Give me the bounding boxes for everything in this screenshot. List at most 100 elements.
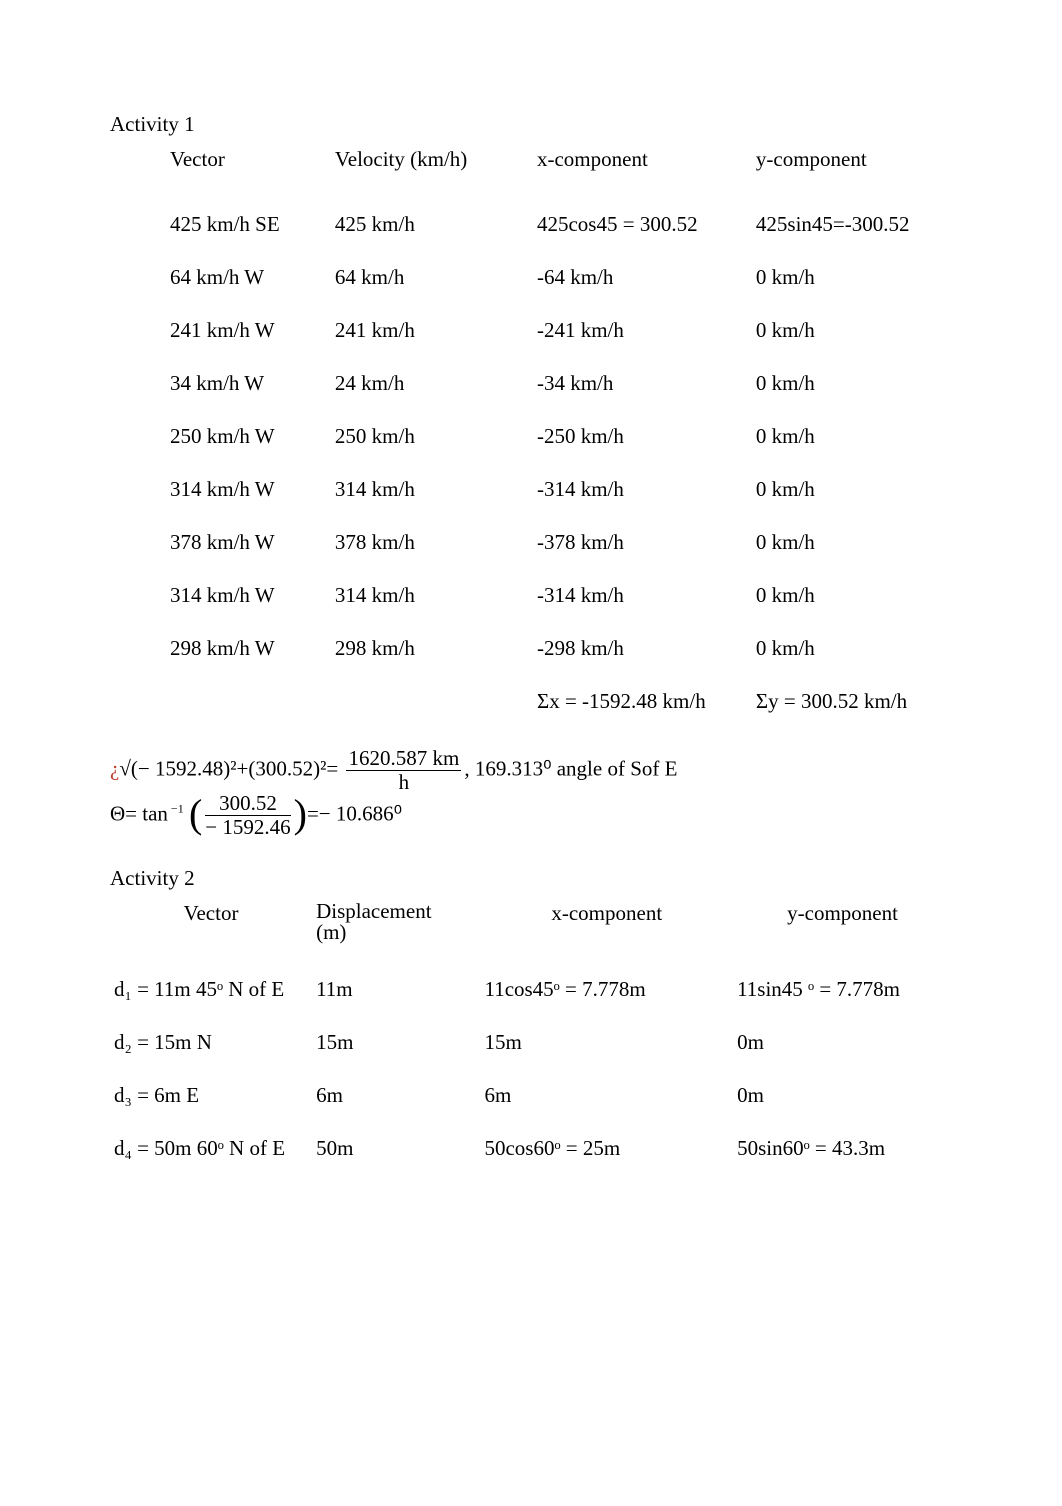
- activity1-table: Vector Velocity (km/h) x-component y-com…: [110, 147, 952, 728]
- table-row: 425 km/h SE425 km/h425cos45 = 300.52425s…: [110, 198, 952, 251]
- table-row: 314 km/h W314 km/h-314 km/h0 km/h: [110, 463, 952, 516]
- cell-ycomp: 0 km/h: [750, 304, 952, 357]
- eq2-fraction-den: − 1592.46: [205, 816, 290, 838]
- cell-vector: 314 km/h W: [110, 463, 329, 516]
- table-row: 314 km/h W314 km/h-314 km/h0 km/h: [110, 569, 952, 622]
- cell-vector: d₄ = 50m 60ᵒ N of E: [110, 1122, 312, 1175]
- table-row: d₃ = 6m E6m6m0m: [110, 1069, 952, 1122]
- cell-ycomp: 0m: [733, 1016, 952, 1069]
- cell-ycomp: 425sin45=-300.52: [750, 198, 952, 251]
- cell-displacement: 15m: [312, 1016, 480, 1069]
- activity1-sum-y: Σy = 300.52 km/h: [750, 675, 952, 728]
- cell-xcomp: -298 km/h: [531, 622, 750, 675]
- activity2-head-xcomp: x-component: [480, 901, 733, 963]
- activity1-eq-theta: Θ= tan −1 ( 300.52 − 1592.46 )=− 10.686⁰: [110, 793, 952, 838]
- cell-vector: 241 km/h W: [110, 304, 329, 357]
- cell-xcomp: 6m: [480, 1069, 733, 1122]
- eq1-radicand: (− 1592.48)²+(300.52)²=: [131, 756, 344, 780]
- cell-velocity: 314 km/h: [329, 569, 531, 622]
- cell-vector: 64 km/h W: [110, 251, 329, 304]
- eq2-fraction: 300.52 − 1592.46: [202, 793, 293, 838]
- table-row: 241 km/h W241 km/h-241 km/h0 km/h: [110, 304, 952, 357]
- activity1-head-ycomp: y-component: [750, 147, 952, 198]
- cell-velocity: 241 km/h: [329, 304, 531, 357]
- cell-xcomp: -314 km/h: [531, 569, 750, 622]
- cell-ycomp: 0 km/h: [750, 569, 952, 622]
- cell-ycomp: 0 km/h: [750, 251, 952, 304]
- cell-velocity: 378 km/h: [329, 516, 531, 569]
- cell-xcomp: -314 km/h: [531, 463, 750, 516]
- cell-ycomp: 0 km/h: [750, 622, 952, 675]
- table-row: d₁ = 11m 45ᵒ N of E11m11cos45ᵒ = 7.778m1…: [110, 963, 952, 1016]
- activity1-equations: ¿√(− 1592.48)²+(300.52)²= 1620.587 km h …: [110, 748, 952, 838]
- activity1-header-row: Vector Velocity (km/h) x-component y-com…: [110, 147, 952, 198]
- cell-velocity: 425 km/h: [329, 198, 531, 251]
- cell-velocity: 64 km/h: [329, 251, 531, 304]
- activity2-header-row: Vector Displacement (m) x-component y-co…: [110, 901, 952, 963]
- cell-vector: 425 km/h SE: [110, 198, 329, 251]
- document-page: Activity 1 Vector Velocity (km/h) x-comp…: [0, 0, 1062, 1506]
- table-row: 34 km/h W24 km/h-34 km/h0 km/h: [110, 357, 952, 410]
- cell-vector: d₂ = 15m N: [110, 1016, 312, 1069]
- cell-xcomp: 50cos60ᵒ = 25m: [480, 1122, 733, 1175]
- cell-velocity: 314 km/h: [329, 463, 531, 516]
- cell-ycomp: 0 km/h: [750, 357, 952, 410]
- cell-vector: d₃ = 6m E: [110, 1069, 312, 1122]
- table-row: 378 km/h W378 km/h-378 km/h0 km/h: [110, 516, 952, 569]
- activity2-head-vector: Vector: [110, 901, 312, 963]
- activity1-title: Activity 1: [110, 112, 952, 137]
- eq2-paren-close: ): [294, 791, 307, 836]
- cell-vector: 298 km/h W: [110, 622, 329, 675]
- cell-vector: 34 km/h W: [110, 357, 329, 410]
- cell-xcomp: -250 km/h: [531, 410, 750, 463]
- table-row: 250 km/h W250 km/h-250 km/h0 km/h: [110, 410, 952, 463]
- eq1-prefix: ¿: [110, 756, 119, 780]
- cell-vector: d₁ = 11m 45ᵒ N of E: [110, 963, 312, 1016]
- cell-xcomp: -378 km/h: [531, 516, 750, 569]
- eq2-fraction-num: 300.52: [205, 793, 290, 816]
- cell-velocity: 298 km/h: [329, 622, 531, 675]
- activity1-sum-x: Σx = -1592.48 km/h: [531, 675, 750, 728]
- activity2-head-ycomp: y-component: [733, 901, 952, 963]
- cell-xcomp: -34 km/h: [531, 357, 750, 410]
- activity2-title: Activity 2: [110, 866, 952, 891]
- eq1-fraction-num: 1620.587 km: [346, 748, 461, 771]
- cell-vector: 250 km/h W: [110, 410, 329, 463]
- activity1-sum-row: Σx = -1592.48 km/h Σy = 300.52 km/h: [110, 675, 952, 728]
- table-row: d₂ = 15m N15m15m0m: [110, 1016, 952, 1069]
- activity1-head-velocity: Velocity (km/h): [329, 147, 531, 198]
- table-row: d₄ = 50m 60ᵒ N of E50m50cos60ᵒ = 25m50si…: [110, 1122, 952, 1175]
- activity1-head-xcomp: x-component: [531, 147, 750, 198]
- activity1-eq-magnitude: ¿√(− 1592.48)²+(300.52)²= 1620.587 km h …: [110, 748, 952, 793]
- activity2-table: Vector Displacement (m) x-component y-co…: [110, 901, 952, 1175]
- eq2-paren-open: (: [189, 791, 202, 836]
- cell-xcomp: -64 km/h: [531, 251, 750, 304]
- cell-ycomp: 0 km/h: [750, 410, 952, 463]
- activity1-head-vector: Vector: [110, 147, 329, 198]
- eq2-sup: −1: [168, 801, 184, 815]
- cell-displacement: 11m: [312, 963, 480, 1016]
- cell-vector: 378 km/h W: [110, 516, 329, 569]
- eq1-fraction: 1620.587 km h: [343, 748, 464, 793]
- activity2-head-displacement: Displacement (m): [312, 901, 480, 963]
- cell-velocity: 24 km/h: [329, 357, 531, 410]
- cell-vector: 314 km/h W: [110, 569, 329, 622]
- cell-ycomp: 0 km/h: [750, 516, 952, 569]
- cell-ycomp: 11sin45 ᵒ = 7.778m: [733, 963, 952, 1016]
- cell-displacement: 50m: [312, 1122, 480, 1175]
- eq1-fraction-den: h: [346, 771, 461, 793]
- cell-xcomp: 11cos45ᵒ = 7.778m: [480, 963, 733, 1016]
- cell-ycomp: 50sin60ᵒ = 43.3m: [733, 1122, 952, 1175]
- cell-xcomp: 425cos45 = 300.52: [531, 198, 750, 251]
- eq2-tail: =− 10.686⁰: [307, 801, 402, 825]
- table-row: 298 km/h W298 km/h-298 km/h0 km/h: [110, 622, 952, 675]
- cell-xcomp: 15m: [480, 1016, 733, 1069]
- cell-ycomp: 0 km/h: [750, 463, 952, 516]
- cell-xcomp: -241 km/h: [531, 304, 750, 357]
- cell-velocity: 250 km/h: [329, 410, 531, 463]
- cell-displacement: 6m: [312, 1069, 480, 1122]
- eq1-tail: , 169.313⁰ angle of Sof E: [464, 756, 677, 780]
- cell-ycomp: 0m: [733, 1069, 952, 1122]
- eq2-lead: Θ= tan: [110, 801, 168, 825]
- table-row: 64 km/h W64 km/h-64 km/h0 km/h: [110, 251, 952, 304]
